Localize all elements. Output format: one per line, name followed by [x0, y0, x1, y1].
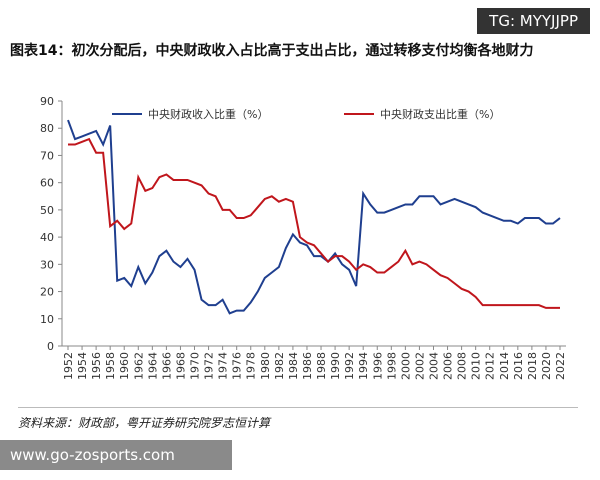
y-tick-label: 10	[40, 313, 54, 326]
y-tick-label: 30	[40, 258, 54, 271]
x-tick-label: 1966	[160, 352, 173, 380]
x-tick-label: 2012	[484, 352, 497, 380]
y-tick-label: 90	[40, 95, 54, 108]
x-tick-label: 1962	[132, 352, 145, 380]
legend-label: 中央财政收入比重（%）	[148, 107, 268, 121]
x-tick-label: 1960	[118, 352, 131, 380]
x-tick-label: 1984	[287, 352, 300, 380]
x-tick-label: 1954	[76, 352, 89, 380]
x-tick-label: 1968	[174, 352, 187, 380]
x-tick-label: 2014	[498, 352, 511, 380]
watermark: www.go-zosports.com	[0, 440, 232, 470]
x-tick-label: 1956	[90, 352, 103, 380]
y-tick-label: 40	[40, 231, 54, 244]
x-tick-label: 1982	[273, 352, 286, 380]
y-tick-label: 70	[40, 149, 54, 162]
x-tick-label: 1990	[329, 352, 342, 380]
watermark: TG: MYYJJPP	[477, 8, 590, 34]
y-tick-label: 50	[40, 204, 54, 217]
data-line	[67, 119, 561, 315]
y-tick-label: 80	[40, 122, 54, 135]
separator	[18, 407, 578, 408]
x-tick-label: 1958	[104, 352, 117, 380]
x-tick-label: 1988	[315, 352, 328, 380]
x-tick-label: 1986	[301, 352, 314, 380]
source-note: 资料来源：财政部，粤开证券研究院罗志恒计算	[18, 416, 271, 430]
data-line	[68, 137, 560, 309]
y-tick-label: 20	[40, 286, 54, 299]
chart-title: 图表14：初次分配后，中央财政收入占比高于支出占比，通过转移支付均衡各地财力	[10, 43, 534, 59]
x-tick-label: 2022	[554, 352, 567, 380]
x-tick-label: 1980	[259, 352, 272, 380]
x-tick-label: 2008	[456, 352, 469, 380]
x-tick-label: 1972	[203, 352, 216, 380]
x-tick-label: 1952	[62, 352, 75, 380]
x-tick-label: 1996	[371, 352, 384, 380]
x-tick-label: 2000	[399, 352, 412, 380]
x-tick-label: 2018	[526, 352, 539, 380]
x-tick-label: 1992	[343, 352, 356, 380]
x-tick-label: 2006	[442, 352, 455, 380]
x-tick-label: 1998	[385, 352, 398, 380]
y-tick-label: 60	[40, 177, 54, 190]
x-tick-label: 2016	[512, 352, 525, 380]
x-tick-label: 1964	[146, 352, 159, 380]
legend-label: 中央财政支出比重（%）	[380, 107, 500, 121]
x-tick-label: 1994	[357, 352, 370, 380]
x-tick-label: 1978	[245, 352, 258, 380]
x-tick-label: 2004	[427, 352, 440, 380]
x-tick-label: 2002	[413, 352, 426, 380]
x-tick-label: 2010	[470, 352, 483, 380]
x-tick-label: 1976	[231, 352, 244, 380]
x-tick-label: 1974	[217, 352, 230, 380]
x-tick-label: 2020	[540, 352, 553, 380]
x-tick-label: 1970	[189, 352, 202, 380]
y-tick-label: 0	[47, 340, 54, 353]
